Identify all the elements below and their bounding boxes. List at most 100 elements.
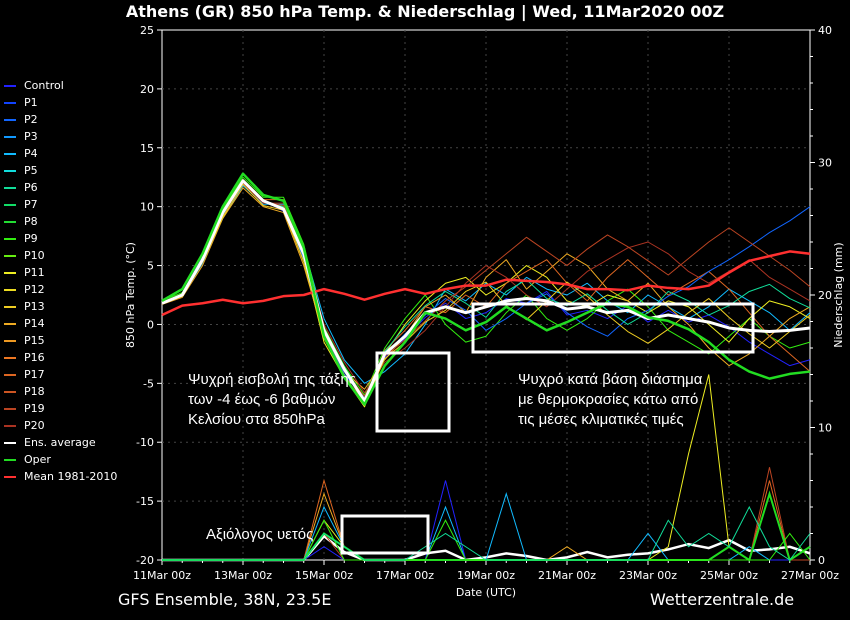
legend-item: P6 (4, 179, 129, 196)
legend-swatch (4, 220, 16, 223)
legend-swatch (4, 152, 16, 155)
series-line (161, 182, 811, 398)
legend-label: P1 (24, 96, 38, 109)
legend-item: P13 (4, 298, 129, 315)
legend-swatch (4, 322, 16, 325)
annotation-text: Ψυχρή εισβολή της τάξης (188, 371, 356, 388)
x-tick-label: 21Mar 00z (538, 569, 596, 582)
x-tick-label: 25Mar 00z (700, 569, 758, 582)
legend-label: P18 (24, 385, 45, 398)
legend-swatch (4, 424, 16, 427)
legend-item: P4 (4, 145, 129, 162)
series-line (161, 172, 811, 406)
legend-item: P2 (4, 111, 129, 128)
legend-label: P19 (24, 402, 45, 415)
legend-item: P18 (4, 383, 129, 400)
x-axis-label: Date (UTC) (456, 586, 516, 599)
legend-swatch (4, 475, 16, 478)
legend-label: P13 (24, 300, 45, 313)
y-tick-label: -20 (136, 554, 154, 567)
legend-item: Mean 1981-2010 (4, 468, 129, 485)
series-line (161, 187, 811, 390)
legend-item: P14 (4, 315, 129, 332)
y-tick-label: 10 (140, 201, 154, 214)
legend-swatch (4, 305, 16, 308)
y-tick-label: 0 (147, 318, 154, 331)
legend-label: P6 (24, 181, 38, 194)
legend-label: P17 (24, 368, 45, 381)
legend-label: P3 (24, 130, 38, 143)
legend-label: P9 (24, 232, 38, 245)
legend-swatch (4, 135, 16, 138)
legend-item: P8 (4, 213, 129, 230)
y2-tick-label: 0 (818, 554, 825, 567)
x-tick-label: 19Mar 00z (457, 569, 515, 582)
y2-tick-label: 30 (818, 157, 832, 170)
legend-item: P16 (4, 349, 129, 366)
y-tick-label: -10 (136, 436, 154, 449)
legend-swatch (4, 441, 16, 444)
legend-item: P5 (4, 162, 129, 179)
y2-axis-label: Niederschlag (mm) (832, 242, 845, 347)
legend-item: Control (4, 77, 129, 94)
legend-item: P15 (4, 332, 129, 349)
y-tick-label: 20 (140, 83, 154, 96)
annotation-text: Κελσίου στα 850hPa (188, 411, 325, 428)
legend-swatch (4, 288, 16, 291)
legend-swatch (4, 407, 16, 410)
legend-label: P16 (24, 351, 45, 364)
legend-swatch (4, 390, 16, 393)
legend-item: P9 (4, 230, 129, 247)
x-tick-label: 27Mar 00z (781, 569, 839, 582)
legend-label: Ens. average (24, 436, 96, 449)
precip-line (162, 505, 811, 561)
legend-item: P20 (4, 417, 129, 434)
legend-swatch (4, 84, 16, 87)
legend-swatch (4, 203, 16, 206)
legend-item: P19 (4, 400, 129, 417)
legend-item: P7 (4, 196, 129, 213)
precip-box (340, 514, 430, 555)
y-axis-label: 850 hPa Temp. (°C) (124, 242, 137, 348)
y-tick-label: -5 (143, 377, 154, 390)
legend-swatch (4, 169, 16, 172)
legend-swatch (4, 101, 16, 104)
y2-tick-label: 20 (818, 289, 832, 302)
legend: Control P1 P2 P3 P4 P5 P6 P7 P8 P9 P10 P11 P12 P13 P14… (4, 77, 129, 485)
legend-label: P14 (24, 317, 45, 330)
legend-item: Ens. average (4, 434, 129, 451)
annotation-text: των -4 έως -6 βαθμών (188, 391, 335, 408)
legend-item: Oper (4, 451, 129, 468)
annotation-text: Ψυχρό κατά βάση διάστημα (518, 371, 703, 388)
site-label: Wetterzentrale.de (650, 590, 795, 609)
legend-label: Oper (24, 453, 51, 466)
legend-item: P12 (4, 281, 129, 298)
legend-label: P2 (24, 113, 38, 126)
x-tick-label: 17Mar 00z (376, 569, 434, 582)
annotation-text: τις μέσες κλιματικές τιμές (518, 411, 684, 428)
x-tick-label: 11Mar 00z (133, 569, 191, 582)
legend-swatch (4, 254, 16, 257)
y-tick-label: 25 (140, 24, 154, 37)
legend-swatch (4, 186, 16, 189)
y-tick-label: 5 (147, 260, 154, 273)
legend-item: P1 (4, 94, 129, 111)
legend-label: P4 (24, 147, 38, 160)
legend-label: P20 (24, 419, 45, 432)
annotation-text: Αξιόλογος υετός (206, 526, 313, 543)
legend-item: P3 (4, 128, 129, 145)
x-tick-label: 15Mar 00z (295, 569, 353, 582)
legend-label: P5 (24, 164, 38, 177)
legend-swatch (4, 373, 16, 376)
y-tick-label: -15 (136, 495, 154, 508)
legend-label: P10 (24, 249, 45, 262)
legend-label: P15 (24, 334, 45, 347)
legend-label: P11 (24, 266, 45, 279)
y2-tick-label: 40 (818, 24, 832, 37)
legend-item: P17 (4, 366, 129, 383)
x-tick-label: 23Mar 00z (619, 569, 677, 582)
legend-label: P7 (24, 198, 38, 211)
series-line (161, 250, 811, 317)
cold-outbreak-box (375, 351, 451, 433)
